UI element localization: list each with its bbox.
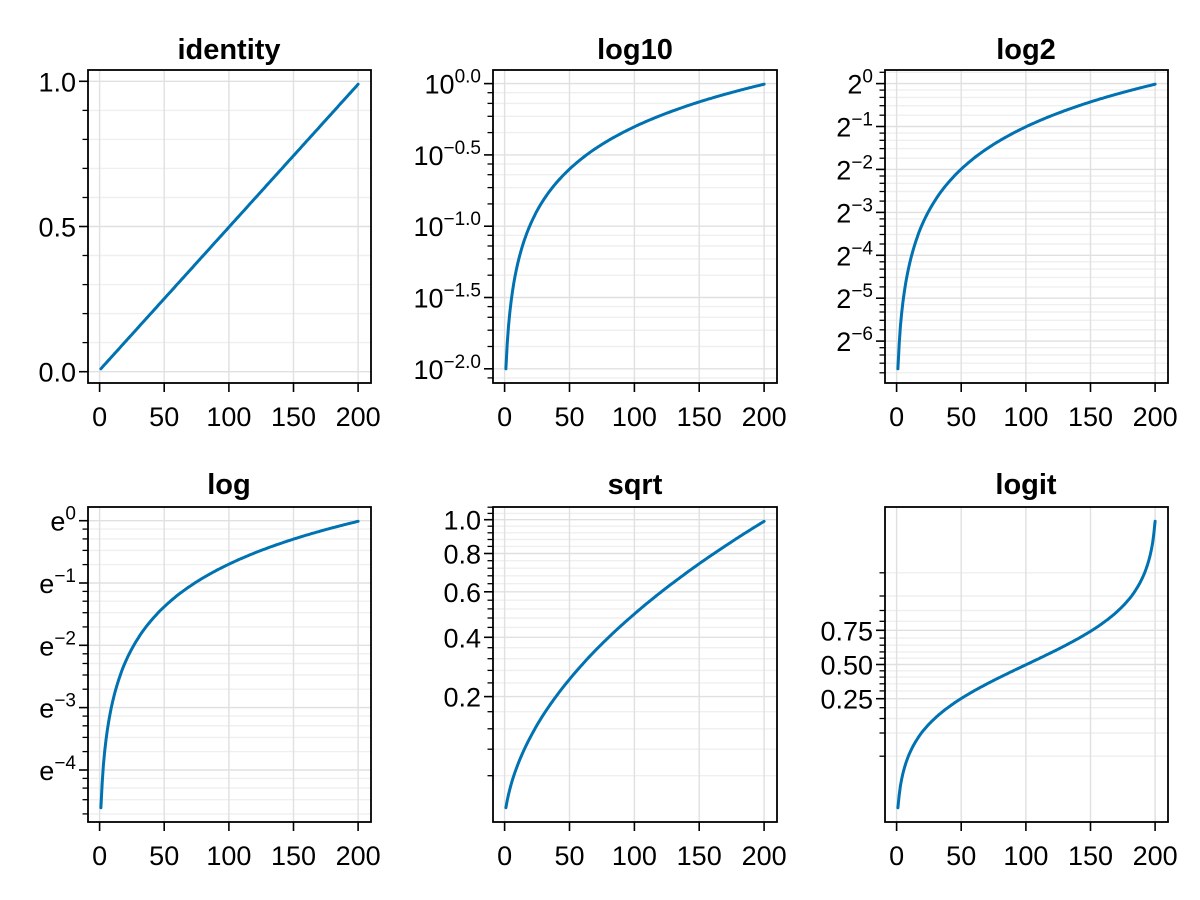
svg-text:200: 200 [336, 841, 381, 871]
svg-text:1.0: 1.0 [38, 67, 76, 97]
svg-text:e0: e0 [50, 504, 76, 537]
identity-plot: 0 50 100 150 200 1.0 0.5 0.0 [38, 67, 381, 432]
svg-text:50: 50 [554, 402, 584, 432]
svg-text:0.2: 0.2 [443, 683, 481, 713]
svg-text:10−1.0: 10−1.0 [413, 209, 481, 242]
panel-title-sqrt: sqrt [607, 469, 663, 501]
svg-text:0: 0 [92, 841, 107, 871]
svg-text:0: 0 [889, 402, 904, 432]
svg-text:150: 150 [271, 402, 316, 432]
svg-text:150: 150 [1068, 402, 1113, 432]
svg-text:0.50: 0.50 [820, 651, 873, 681]
panel-title-logit: logit [995, 469, 1057, 501]
svg-text:0.4: 0.4 [443, 623, 481, 653]
svg-text:e−1: e−1 [39, 566, 76, 599]
panel-title-identity: identity [177, 34, 281, 66]
svg-text:2−6: 2−6 [836, 324, 873, 357]
svg-text:20: 20 [847, 67, 873, 100]
svg-text:10−0.5: 10−0.5 [413, 138, 481, 171]
svg-text:0.75: 0.75 [820, 616, 873, 646]
svg-text:50: 50 [149, 402, 179, 432]
svg-text:0: 0 [889, 841, 904, 871]
svg-text:1.0: 1.0 [443, 506, 481, 536]
svg-text:2−3: 2−3 [836, 195, 873, 228]
panel-title-log2: log2 [996, 34, 1056, 66]
logit-plot: 0 50 100 150 200 0.75 0.50 0.25 [820, 506, 1178, 871]
svg-text:0: 0 [92, 402, 107, 432]
svg-text:200: 200 [742, 841, 787, 871]
svg-text:50: 50 [946, 841, 976, 871]
svg-text:2−2: 2−2 [836, 152, 873, 185]
svg-text:150: 150 [271, 841, 316, 871]
svg-text:200: 200 [336, 402, 381, 432]
svg-text:10−1.5: 10−1.5 [413, 281, 481, 314]
svg-text:100: 100 [612, 402, 657, 432]
svg-text:2−4: 2−4 [836, 238, 873, 271]
svg-text:150: 150 [677, 402, 722, 432]
svg-text:0.5: 0.5 [38, 213, 76, 243]
svg-text:50: 50 [149, 841, 179, 871]
svg-text:150: 150 [1068, 841, 1113, 871]
svg-text:0: 0 [497, 402, 512, 432]
svg-text:200: 200 [1133, 841, 1178, 871]
svg-text:0.0: 0.0 [38, 358, 76, 388]
sqrt-plot: 0 50 100 150 200 1.0 0.8 0.6 0.4 0.2 [443, 506, 787, 871]
svg-text:50: 50 [946, 402, 976, 432]
svg-text:2−5: 2−5 [836, 281, 873, 314]
svg-text:0.25: 0.25 [820, 685, 873, 715]
svg-text:100.0: 100.0 [425, 67, 481, 100]
log10-plot: 0 50 100 150 200 100.0 10−0.5 10−1.0 10−1.5 10−2.… [413, 67, 787, 432]
svg-text:e−4: e−4 [39, 753, 76, 786]
svg-text:0: 0 [497, 841, 512, 871]
svg-text:200: 200 [742, 402, 787, 432]
svg-text:0.6: 0.6 [443, 578, 481, 608]
svg-text:100: 100 [206, 841, 251, 871]
svg-text:100: 100 [206, 402, 251, 432]
svg-text:e−2: e−2 [39, 628, 76, 661]
svg-text:2−1: 2−1 [836, 110, 873, 143]
panel-title-log10: log10 [597, 34, 673, 66]
svg-text:0.8: 0.8 [443, 540, 481, 570]
svg-text:50: 50 [554, 841, 584, 871]
svg-text:100: 100 [1003, 841, 1048, 871]
svg-text:100: 100 [612, 841, 657, 871]
svg-text:e−3: e−3 [39, 691, 76, 724]
svg-text:200: 200 [1133, 402, 1178, 432]
svg-text:10−2.0: 10−2.0 [413, 352, 481, 385]
svg-text:100: 100 [1003, 402, 1048, 432]
log2-plot: 0 50 100 150 200 20 2−1 2−2 2−3 2−4 2−5 2−6 [836, 67, 1178, 432]
svg-text:150: 150 [677, 841, 722, 871]
panel-title-log: log [207, 469, 251, 501]
log-plot: 0 50 100 150 200 e0 e−1 e−2 e−3 e−4 [39, 504, 381, 871]
